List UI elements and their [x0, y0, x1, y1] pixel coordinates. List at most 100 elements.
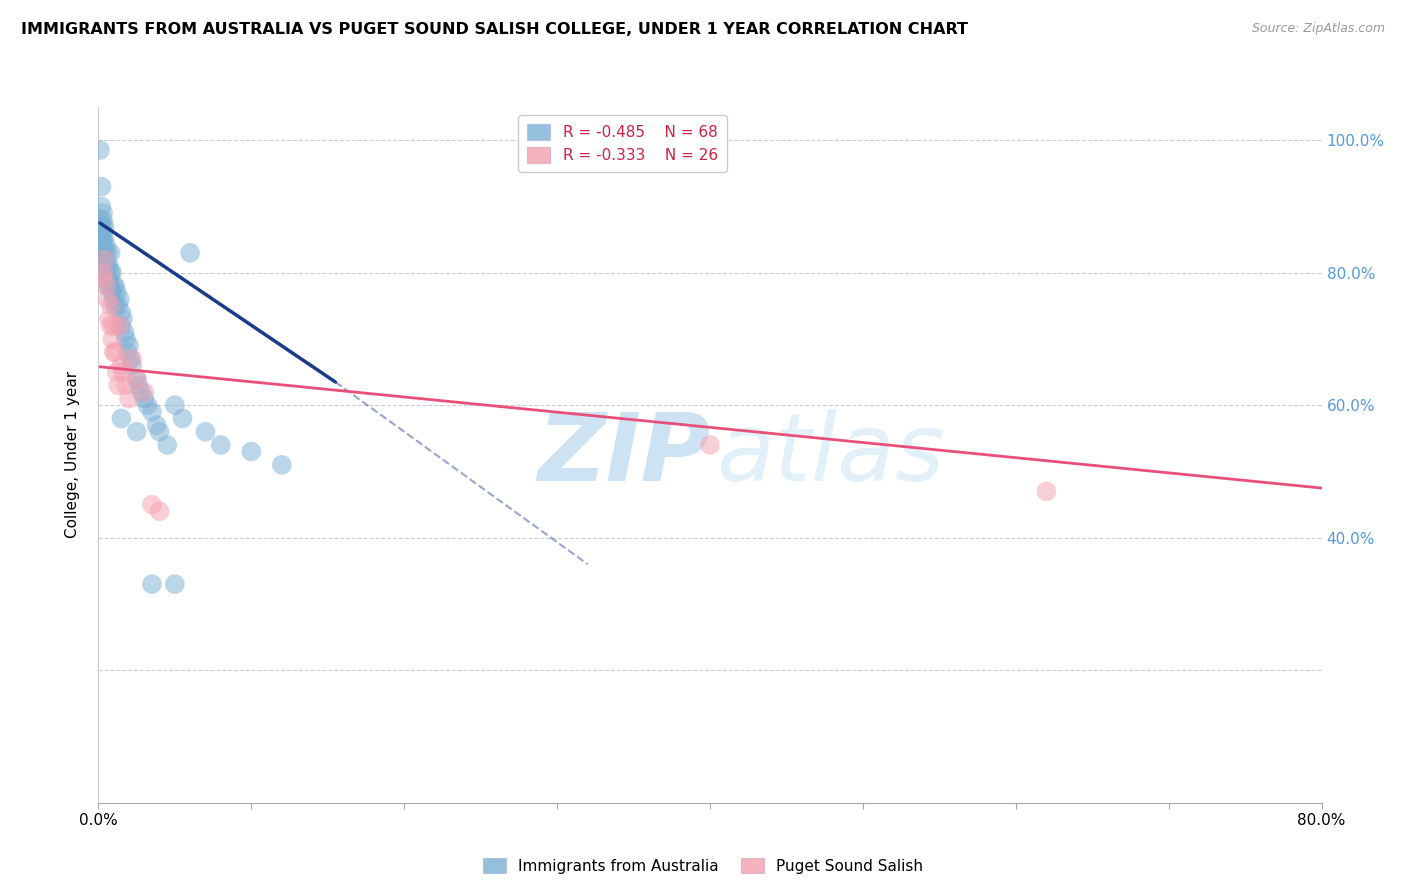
Point [90, 199, 112, 213]
Point [91, 226, 114, 240]
Point [117, 345, 139, 359]
Point [91, 233, 114, 247]
Point [94, 279, 117, 293]
Point [121, 359, 143, 373]
Point [101, 332, 124, 346]
Point [100, 245, 122, 260]
Point [104, 299, 127, 313]
Point [111, 365, 134, 379]
Point [240, 444, 263, 458]
Point [107, 378, 129, 392]
Point [110, 318, 132, 333]
Point [103, 318, 125, 333]
Point [94, 272, 117, 286]
Point [97, 292, 120, 306]
Point [91, 252, 114, 267]
Point [101, 266, 124, 280]
Point [156, 438, 179, 452]
Point [93, 233, 115, 247]
Point [94, 239, 117, 253]
Point [91, 206, 114, 220]
Point [104, 279, 127, 293]
Point [100, 299, 122, 313]
Point [121, 351, 143, 366]
Point [91, 212, 114, 227]
Point [91, 239, 114, 253]
Point [125, 425, 148, 439]
Point [141, 405, 163, 419]
Point [89, 226, 111, 240]
Point [105, 365, 128, 379]
Point [101, 285, 124, 300]
Point [163, 577, 186, 591]
Point [90, 233, 112, 247]
Point [98, 272, 121, 286]
Point [91, 266, 114, 280]
Point [108, 292, 131, 306]
Point [108, 318, 131, 333]
Point [110, 411, 132, 425]
Point [136, 398, 159, 412]
Point [97, 259, 120, 273]
Point [97, 279, 120, 293]
Point [120, 351, 142, 366]
Point [94, 252, 117, 267]
Point [110, 305, 132, 319]
Point [94, 266, 117, 280]
Point [163, 398, 186, 412]
Text: Source: ZipAtlas.com: Source: ZipAtlas.com [1251, 22, 1385, 36]
Point [98, 259, 121, 273]
Point [209, 438, 232, 452]
Point [129, 384, 152, 399]
Point [125, 372, 148, 386]
Text: IMMIGRANTS FROM AUSTRALIA VS PUGET SOUND SALISH COLLEGE, UNDER 1 YEAR CORRELATIO: IMMIGRANTS FROM AUSTRALIA VS PUGET SOUND… [21, 22, 969, 37]
Point [141, 498, 163, 512]
Point [270, 458, 292, 472]
Point [127, 378, 149, 392]
Point [149, 504, 172, 518]
Point [93, 272, 115, 286]
Point [699, 438, 721, 452]
Point [179, 245, 201, 260]
Point [172, 411, 194, 425]
Point [111, 312, 134, 326]
Point [103, 279, 125, 293]
Text: ZIP: ZIP [537, 409, 710, 501]
Point [115, 378, 138, 392]
Point [112, 326, 135, 340]
Point [110, 359, 132, 373]
Point [98, 312, 121, 326]
Point [194, 425, 217, 439]
Point [105, 285, 128, 300]
Point [1035, 484, 1057, 499]
Point [93, 219, 115, 234]
Point [103, 292, 125, 306]
Point [100, 279, 122, 293]
Point [134, 392, 156, 406]
Point [91, 219, 114, 234]
Point [104, 345, 127, 359]
Point [141, 577, 163, 591]
Point [97, 245, 120, 260]
Point [93, 252, 115, 267]
Point [125, 372, 148, 386]
Point [118, 392, 141, 406]
Point [115, 332, 138, 346]
Point [134, 384, 156, 399]
Legend: R = -0.485    N = 68, R = -0.333    N = 26: R = -0.485 N = 68, R = -0.333 N = 26 [519, 115, 727, 172]
Text: atlas: atlas [716, 409, 945, 500]
Point [100, 266, 122, 280]
Y-axis label: College, Under 1 year: College, Under 1 year [65, 371, 80, 539]
Point [100, 318, 122, 333]
Point [103, 345, 125, 359]
Point [90, 179, 112, 194]
Point [145, 418, 167, 433]
Legend: Immigrants from Australia, Puget Sound Salish: Immigrants from Australia, Puget Sound S… [477, 852, 929, 880]
Point [93, 252, 115, 267]
Point [90, 219, 112, 234]
Point [89, 212, 111, 227]
Point [149, 425, 172, 439]
Point [118, 338, 141, 352]
Point [89, 143, 111, 157]
Point [107, 299, 129, 313]
